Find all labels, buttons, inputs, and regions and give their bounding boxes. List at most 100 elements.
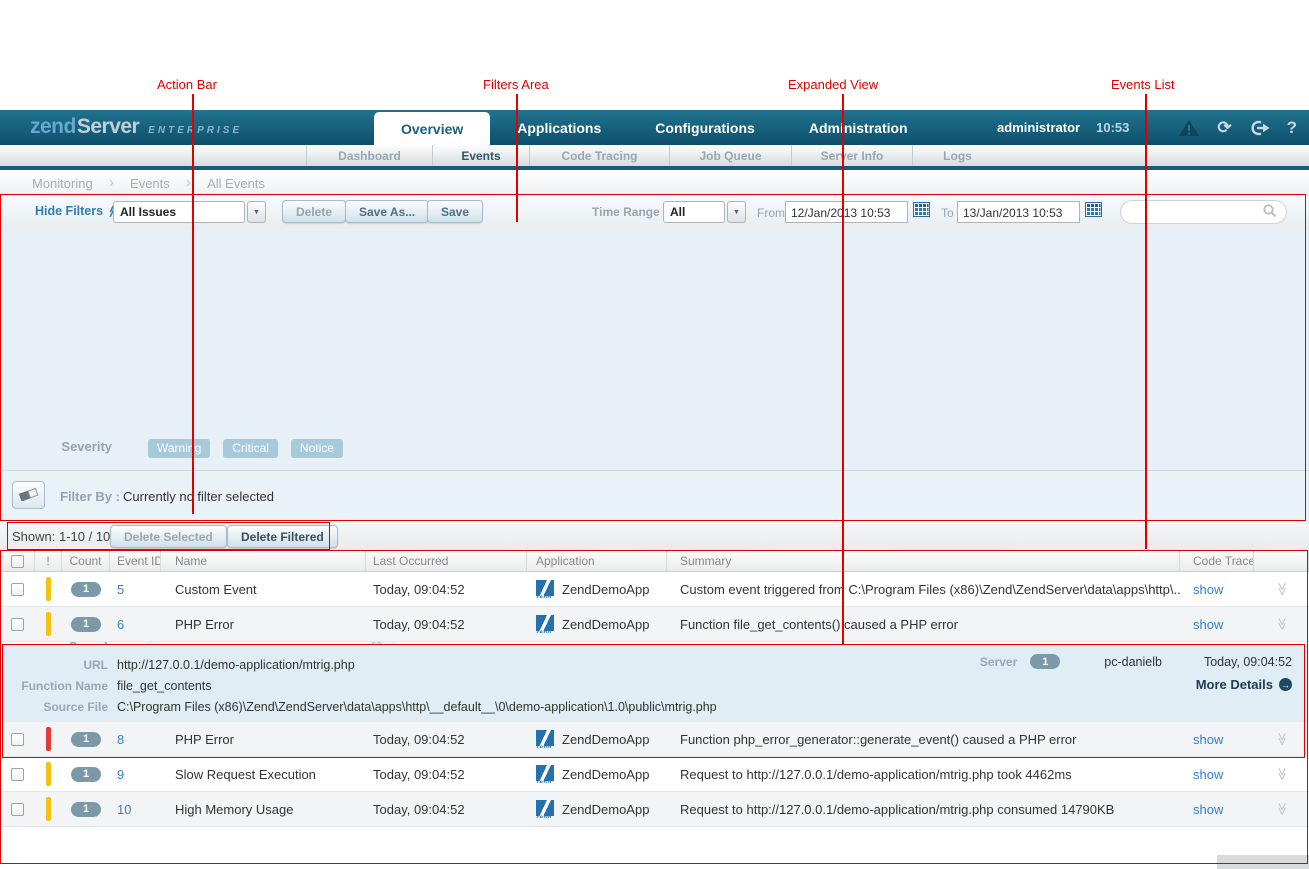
event-summary: Custom event triggered from C:\Program F… (680, 581, 1180, 597)
severity-bar (46, 727, 51, 751)
col-header-summary[interactable]: Summary (667, 551, 1180, 571)
event-id-link[interactable]: 5 (117, 581, 125, 597)
event-summary: Request to http://127.0.0.1/demo-applica… (680, 766, 1072, 782)
subnav-tab[interactable]: Logs (912, 145, 1002, 166)
refresh-icon[interactable]: ⟳ (1217, 117, 1232, 137)
select-arrow-icon[interactable]: ▼ (727, 201, 746, 223)
main-tab[interactable]: Configurations (655, 119, 755, 136)
server-info: Server 1 pc-danielb Today, 09:04:52 (980, 654, 1292, 669)
annotation-filters-area: Filters Area (483, 77, 549, 92)
warning-icon[interactable] (1178, 119, 1200, 137)
filter-by-label: Filter By : (60, 489, 120, 504)
subnav-tab[interactable]: Job Queue (669, 145, 791, 166)
application-name: ZendDemoApp (562, 801, 650, 817)
hide-filters-link[interactable]: Hide Filters≪ (35, 204, 120, 218)
event-id-link[interactable]: 9 (117, 766, 125, 782)
col-header-name[interactable]: Name (161, 551, 366, 571)
breadcrumb-item[interactable]: › All Events (185, 174, 265, 191)
row-checkbox[interactable] (11, 617, 24, 631)
quick-search-input[interactable] (1120, 200, 1287, 224)
breadcrumb-item[interactable]: › Events (108, 174, 170, 191)
severity-filter-tag[interactable]: Notice (290, 439, 343, 458)
issue-set-select[interactable]: All Issues ▼ (113, 201, 266, 223)
code-trace-show-link[interactable]: show (1193, 766, 1224, 782)
col-header-application[interactable]: Application (527, 551, 667, 571)
event-last-occurred: Today, 09:04:52 (373, 616, 465, 632)
time-range-select[interactable]: All ▼ (663, 201, 746, 223)
severity-bar (46, 797, 51, 821)
breadcrumb: › Monitoring › Events › All Events (0, 170, 1309, 196)
select-all-checkbox[interactable] (10, 554, 24, 568)
filters-toolbar: Hide Filters≪ All Issues ▼ Delete Save A… (0, 196, 1309, 229)
event-id-link[interactable]: 6 (117, 616, 125, 632)
breadcrumb-item[interactable]: › Monitoring (32, 175, 93, 191)
zend-app-icon: zend (536, 800, 554, 818)
time-range-label: Time Range (592, 205, 660, 219)
to-date-input[interactable]: 13/Jan/2013 10:53 (957, 201, 1080, 223)
scrollbar-corner[interactable] (1217, 855, 1309, 869)
more-details-link[interactable]: More Details → (1195, 677, 1292, 692)
expand-row-icon[interactable]: ≫ (1274, 802, 1290, 816)
calendar-icon[interactable] (1085, 202, 1102, 220)
help-icon[interactable]: ? (1286, 117, 1297, 137)
subnav-tab[interactable]: Dashboard (306, 145, 432, 166)
code-trace-show-link[interactable]: show (1193, 616, 1224, 632)
severity-bar (46, 577, 51, 601)
event-last-occurred: Today, 09:04:52 (373, 581, 465, 597)
application-name: ZendDemoApp (562, 616, 650, 632)
subnav-tab[interactable]: Code Tracing (529, 145, 669, 166)
event-row[interactable]: 1 6 PHP Error Today, 09:04:52 zend ZendDe… (0, 607, 1309, 642)
count-badge: 1 (71, 801, 101, 817)
server-count-badge: 1 (1030, 654, 1061, 669)
severity-bar (46, 612, 51, 636)
event-row[interactable]: 1 10 High Memory Usage Today, 09:04:52 z… (0, 792, 1309, 827)
col-header-severity[interactable]: ! (35, 551, 62, 571)
event-row[interactable]: 1 5 Custom Event Today, 09:04:52 zend Zen… (0, 572, 1309, 607)
save-as-button[interactable]: Save As... (345, 200, 430, 223)
count-badge: 1 (71, 766, 101, 782)
delete-filtered-button[interactable]: Delete Filtered (227, 525, 338, 548)
url-label: URL (83, 657, 108, 672)
event-summary: Request to http://127.0.0.1/demo-applica… (680, 801, 1115, 817)
severity-filter-tag[interactable]: Warning (148, 439, 211, 458)
code-trace-show-link[interactable]: show (1193, 581, 1224, 597)
severity-filter-tag[interactable]: Critical (223, 439, 278, 458)
event-row[interactable]: 1 8 PHP Error Today, 09:04:52 zend ZendDe… (0, 722, 1309, 757)
row-checkbox[interactable] (11, 767, 24, 781)
col-header-count[interactable]: Count (62, 551, 110, 571)
col-header-code-trace[interactable]: Code Trace (1180, 551, 1254, 571)
main-tab[interactable]: Overview (374, 112, 491, 145)
event-summary: Function file_get_contents() caused a PH… (680, 616, 958, 632)
severity-tags: Warning Critical Notice (148, 439, 343, 458)
save-button[interactable]: Save (427, 200, 484, 223)
event-id-link[interactable]: 10 (117, 801, 132, 817)
col-header-last-occurred[interactable]: Last Occurred (366, 551, 527, 571)
row-checkbox[interactable] (11, 732, 24, 746)
filters-area: Hide Filters≪ All Issues ▼ Delete Save A… (0, 196, 1309, 660)
clear-filter-button[interactable] (12, 481, 45, 509)
event-id-link[interactable]: 8 (117, 731, 125, 747)
main-tab[interactable]: Applications (517, 119, 602, 136)
from-date-input[interactable]: 12/Jan/2013 10:53 (785, 201, 908, 223)
code-trace-show-link[interactable]: show (1193, 801, 1224, 817)
code-trace-show-link[interactable]: show (1193, 731, 1224, 747)
row-checkbox[interactable] (11, 582, 24, 596)
delete-filter-button[interactable]: Delete (282, 200, 347, 223)
main-tab[interactable]: Administration (808, 119, 908, 136)
event-row[interactable]: 1 9 Slow Request Execution Today, 09:04:… (0, 757, 1309, 792)
row-checkbox[interactable] (11, 802, 24, 816)
expand-row-icon[interactable]: ≫ (1274, 582, 1290, 596)
user-name: administrator (997, 120, 1081, 135)
subnav-tab[interactable]: Server Info (791, 145, 912, 166)
delete-selected-button[interactable]: Delete Selected (110, 525, 227, 548)
expand-row-icon[interactable]: ≫ (1274, 732, 1290, 746)
calendar-icon[interactable] (913, 202, 930, 220)
expand-row-icon[interactable]: ≫ (1274, 767, 1290, 781)
logout-icon[interactable] (1249, 119, 1270, 137)
sub-nav: Dashboard Events Code Tracing Job Queue … (0, 145, 1309, 166)
col-header-event-id[interactable]: Event ID (110, 551, 161, 571)
subnav-tab[interactable]: Events (432, 145, 529, 166)
expand-row-icon[interactable]: ≫ (1274, 617, 1290, 631)
select-arrow-icon[interactable]: ▼ (247, 201, 266, 223)
